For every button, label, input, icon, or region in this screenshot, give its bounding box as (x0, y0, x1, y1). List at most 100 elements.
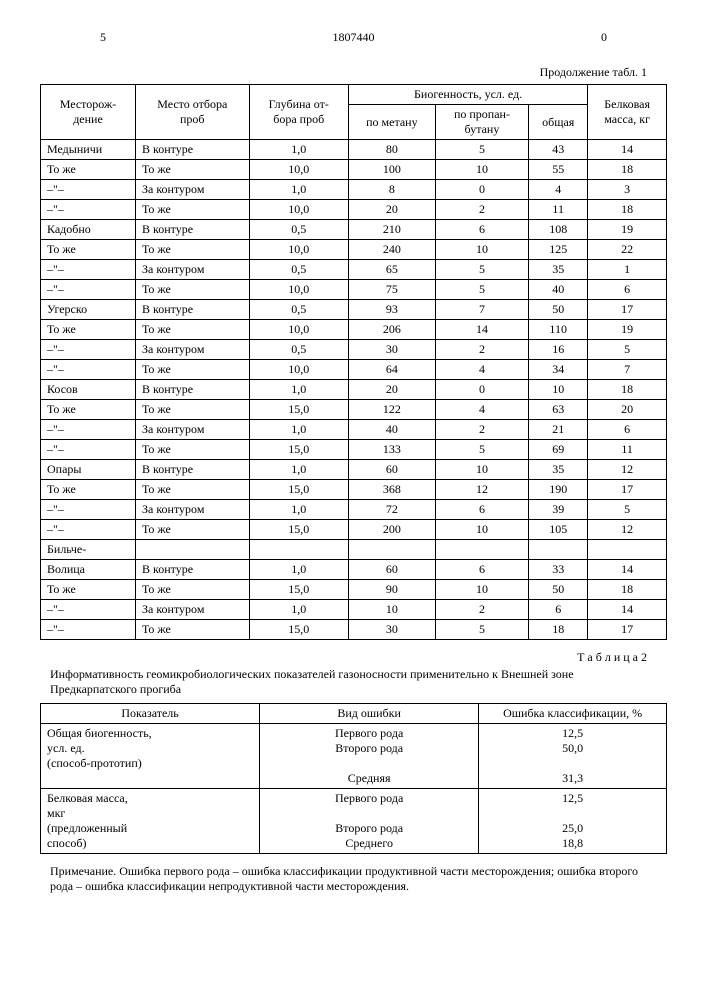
table-cell: 7 (435, 300, 528, 320)
table-cell: Медыничи (41, 140, 136, 160)
table-cell: 210 (348, 220, 435, 240)
table-row: –"–За контуром1,0402216 (41, 420, 667, 440)
table-cell: –"– (41, 200, 136, 220)
table-cell: 10 (435, 520, 528, 540)
table-cell: 35 (529, 460, 588, 480)
table-cell: 14 (588, 560, 667, 580)
table-cell: 5 (435, 140, 528, 160)
t2-th-error-pct: Ошибка классификации, % (479, 704, 667, 724)
table-cell: 18 (529, 620, 588, 640)
table-cell: 34 (529, 360, 588, 380)
table-cell: То же (41, 240, 136, 260)
table-cell: 7 (588, 360, 667, 380)
table-cell: 4 (529, 180, 588, 200)
table-cell: 0 (435, 180, 528, 200)
table-cell: 14 (588, 600, 667, 620)
table-row: ВолицаВ контуре1,06063314 (41, 560, 667, 580)
table-cell: –"– (41, 440, 136, 460)
table-cell: 6 (529, 600, 588, 620)
table-cell: –"– (41, 600, 136, 620)
table-cell: 122 (348, 400, 435, 420)
table-cell: 2 (435, 340, 528, 360)
table-row: Общая биогенность, усл. ед. (способ-прот… (41, 724, 667, 789)
table-cell: 15,0 (249, 480, 348, 500)
table-cell: 1 (588, 260, 667, 280)
table-cell: 2 (435, 200, 528, 220)
header-right: 0 (601, 30, 607, 45)
table-cell: В контуре (135, 560, 249, 580)
table-2: Показатель Вид ошибки Ошибка классификац… (40, 703, 667, 854)
table-cell: 240 (348, 240, 435, 260)
table-cell: 4 (435, 400, 528, 420)
table-cell: 0,5 (249, 300, 348, 320)
table-cell: 10 (435, 160, 528, 180)
table-cell: В контуре (135, 140, 249, 160)
table-cell: 55 (529, 160, 588, 180)
table-cell: 3 (588, 180, 667, 200)
table-cell: 17 (588, 480, 667, 500)
table-cell: 22 (588, 240, 667, 260)
table-cell: 5 (435, 620, 528, 640)
th-sample-place: Место отбора проб (135, 85, 249, 140)
table-cell: 368 (348, 480, 435, 500)
table-cell: 12 (588, 520, 667, 540)
table-cell: 1,0 (249, 180, 348, 200)
table-row: –"–За контуром0,5655351 (41, 260, 667, 280)
table-cell: 10,0 (249, 160, 348, 180)
table-row: КадобноВ контуре0,5210610819 (41, 220, 667, 240)
table-cell: 12,5 50,0 31,3 (479, 724, 667, 789)
table-cell: 5 (588, 340, 667, 360)
table-cell: 10,0 (249, 240, 348, 260)
table-cell: В контуре (135, 460, 249, 480)
table-cell: 10,0 (249, 360, 348, 380)
table-cell: 2 (435, 600, 528, 620)
table-cell: 40 (348, 420, 435, 440)
table-cell: –"– (41, 620, 136, 640)
table-cell: 93 (348, 300, 435, 320)
table-cell: Опары (41, 460, 136, 480)
table-cell: –"– (41, 420, 136, 440)
table-cell: 100 (348, 160, 435, 180)
table-cell: Кадобно (41, 220, 136, 240)
table-cell: 19 (588, 320, 667, 340)
table-cell: 12 (435, 480, 528, 500)
table-cell: 1,0 (249, 600, 348, 620)
table-cell: 35 (529, 260, 588, 280)
table-row: То жеТо же10,0100105518 (41, 160, 667, 180)
table-row: То жеТо же10,02061411019 (41, 320, 667, 340)
table-cell: 60 (348, 460, 435, 480)
table-cell: Первого рода Второго рода Средняя (260, 724, 479, 789)
table-row: –"–То же10,02021118 (41, 200, 667, 220)
table-cell: 6 (435, 500, 528, 520)
table-cell: 65 (348, 260, 435, 280)
table-cell: 30 (348, 340, 435, 360)
table-cell (249, 540, 348, 560)
table-row: Бильче- (41, 540, 667, 560)
table-cell: 18 (588, 160, 667, 180)
table-row: –"–То же15,013356911 (41, 440, 667, 460)
table-row: –"–То же10,0644347 (41, 360, 667, 380)
table-cell: 110 (529, 320, 588, 340)
table-row: –"–За контуром1,0726395 (41, 500, 667, 520)
table-cell: 21 (529, 420, 588, 440)
table-cell: 5 (435, 440, 528, 460)
table-cell: –"– (41, 260, 136, 280)
table-cell: 33 (529, 560, 588, 580)
table-cell: 12 (588, 460, 667, 480)
table-cell: –"– (41, 500, 136, 520)
table-row: То жеТо же15,012246320 (41, 400, 667, 420)
table-cell: 0,5 (249, 260, 348, 280)
table-cell: То же (41, 160, 136, 180)
table-cell: То же (135, 580, 249, 600)
table-cell: 10,0 (249, 200, 348, 220)
table-cell: 6 (588, 420, 667, 440)
table-cell: 18 (588, 580, 667, 600)
table-row: ОпарыВ контуре1,060103512 (41, 460, 667, 480)
table-cell: 5 (435, 260, 528, 280)
table-cell: 10 (348, 600, 435, 620)
table-cell: 17 (588, 300, 667, 320)
table-1: Месторож- дение Место отбора проб Глубин… (40, 84, 667, 640)
table-cell: 64 (348, 360, 435, 380)
table-cell: 5 (588, 500, 667, 520)
table-cell: 10 (435, 460, 528, 480)
